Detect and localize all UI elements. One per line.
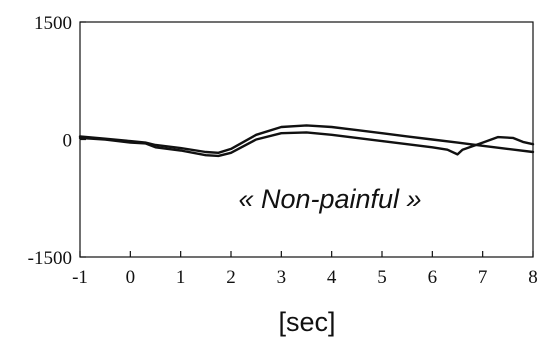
x-axis: -1 0 1 2 3 4 5 6 7 8 — [72, 251, 538, 288]
annotation-label: « Non-painful » — [238, 184, 421, 214]
x-tick-label: 2 — [226, 267, 236, 288]
x-tick-label: 5 — [377, 267, 387, 288]
x-tick-label: 3 — [277, 267, 287, 288]
plot-area — [78, 124, 535, 158]
x-tick-label: 7 — [478, 267, 488, 288]
series-line-1 — [78, 124, 535, 154]
series-line-2 — [78, 131, 535, 158]
y-axis: 1500 0 -1500 — [28, 13, 86, 269]
plot-frame — [79, 21, 534, 258]
x-tick-label: 0 — [126, 267, 136, 288]
x-tick-label: 4 — [327, 267, 337, 288]
x-axis-label: [sec] — [278, 307, 335, 337]
y-tick-label: 1500 — [34, 13, 72, 34]
x-tick-label: -1 — [72, 267, 88, 288]
x-tick-label: 1 — [176, 267, 186, 288]
x-tick-label: 6 — [428, 267, 438, 288]
y-tick-label: -1500 — [28, 248, 72, 269]
x-tick-label: 8 — [528, 267, 538, 288]
y-tick-label: 0 — [63, 131, 73, 152]
